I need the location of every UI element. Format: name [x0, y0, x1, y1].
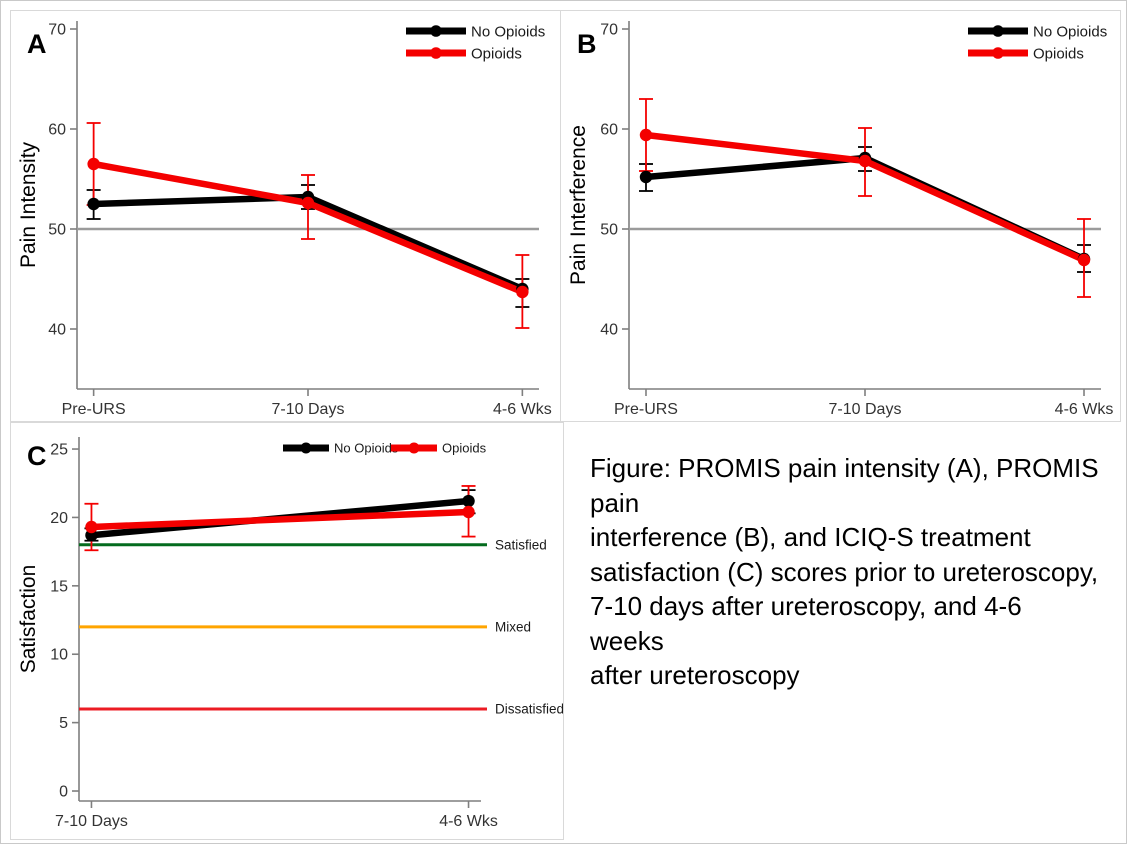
figure-caption: Figure: PROMIS pain intensity (A), PROMI… — [590, 451, 1102, 693]
panel-a-chart: 40 50 60 70 Pre-URS 7-10 Days 4-6 Wks Pain Inte… — [17, 21, 552, 418]
y-tick-label: 50 — [48, 222, 66, 239]
legend-label: No Opioids — [334, 441, 399, 456]
data-point-opioids — [85, 520, 98, 534]
y-tick-label: 20 — [50, 510, 68, 527]
legend-marker — [408, 442, 420, 454]
panel-letter: A — [27, 29, 47, 59]
y-tick-label: 60 — [600, 122, 618, 139]
panel-c: 0 5 10 15 20 25 7-10 Days 4-6 Wks Satisfaction Sa… — [10, 422, 564, 840]
data-point-opioids — [516, 285, 529, 299]
x-tick-label: 7-10 Days — [829, 401, 902, 418]
panel-b-chart: 40 50 60 70 Pre-URS 7-10 Days 4-6 Wks Pain Inte… — [567, 21, 1114, 418]
y-tick-label: 0 — [59, 784, 68, 801]
legend-label: No Opioids — [1033, 24, 1107, 41]
legend-label: No Opioids — [471, 24, 545, 41]
data-point-opioids — [858, 154, 872, 168]
x-tick-label: 7-10 Days — [272, 401, 345, 418]
caption-line: interference (B), and ICIQ-S treatment — [590, 522, 1031, 552]
y-tick-label: 70 — [600, 22, 618, 39]
caption-line: satisfaction (C) scores prior to uretero… — [590, 556, 1099, 587]
legend: No Opioids Opioids — [406, 24, 545, 63]
caption-line: Figure: PROMIS pain intensity (A), PROMI… — [590, 453, 1099, 518]
x-tick-label: 4-6 Wks — [1055, 401, 1114, 418]
legend: No Opioids Opioids — [968, 24, 1107, 63]
panel-c-chart: 0 5 10 15 20 25 7-10 Days 4-6 Wks Satisfaction Sa… — [17, 437, 564, 830]
data-point-opioids — [87, 157, 100, 171]
y-tick-label: 60 — [48, 122, 66, 139]
y-axis-title: Satisfaction — [17, 565, 40, 674]
panel-a: 40 50 60 70 Pre-URS 7-10 Days 4-6 Wks Pain Inte… — [10, 10, 561, 422]
y-axis-title: Pain Interference — [567, 125, 590, 285]
y-tick-label: 25 — [50, 442, 68, 459]
data-point-no-opioids — [87, 197, 100, 211]
legend-marker — [992, 25, 1004, 37]
legend: No Opioids Opioids — [283, 441, 487, 456]
y-tick-label: 70 — [48, 22, 66, 39]
y-tick-label: 5 — [59, 715, 68, 732]
panel-letter: C — [27, 441, 47, 471]
data-point-opioids — [301, 196, 315, 210]
y-tick-label: 40 — [48, 322, 66, 339]
series-line-opioids — [91, 508, 469, 531]
legend-label: Opioids — [471, 46, 522, 63]
caption-line: 7-10 days after ureteroscopy, and 4-6 we… — [590, 591, 1022, 656]
panel-letter: B — [577, 29, 597, 59]
x-tick-label: 7-10 Days — [55, 813, 128, 830]
legend-marker — [300, 442, 312, 454]
legend-marker — [430, 47, 442, 59]
x-tick-label: 4-6 Wks — [493, 401, 552, 418]
reference-line-label: Mixed — [495, 619, 531, 634]
legend-marker — [430, 25, 442, 37]
data-point-opioids — [1077, 253, 1091, 267]
reference-line-label: Dissatisfied — [495, 701, 563, 716]
x-tick-label: Pre-URS — [614, 401, 678, 418]
data-point-opioids — [639, 128, 653, 142]
y-tick-label: 10 — [50, 647, 68, 664]
reference-line-label: Satisfied — [495, 537, 547, 552]
y-tick-label: 15 — [50, 578, 68, 595]
panel-b: 40 50 60 70 Pre-URS 7-10 Days 4-6 Wks Pain Inte… — [560, 10, 1121, 422]
data-point-no-opioids — [639, 170, 653, 184]
legend-label: Opioids — [1033, 46, 1084, 63]
x-tick-label: Pre-URS — [62, 401, 126, 418]
data-point-opioids — [462, 505, 475, 519]
legend-marker — [992, 47, 1004, 59]
legend-label: Opioids — [442, 441, 487, 456]
y-tick-label: 40 — [600, 322, 618, 339]
y-tick-label: 50 — [600, 222, 618, 239]
caption-line: after ureteroscopy — [590, 660, 800, 690]
x-tick-label: 4-6 Wks — [439, 813, 498, 830]
data-point-no-opioids — [462, 494, 475, 508]
y-axis-title: Pain Intensity — [17, 141, 40, 268]
